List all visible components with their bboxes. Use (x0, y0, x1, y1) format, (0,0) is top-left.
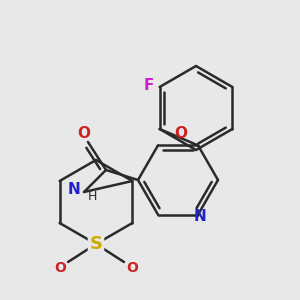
Text: O: O (126, 261, 138, 275)
Text: H: H (88, 190, 98, 202)
Text: O: O (54, 261, 66, 275)
Text: O: O (174, 126, 187, 141)
Text: S: S (89, 235, 103, 253)
Text: O: O (77, 127, 91, 142)
Text: N: N (67, 182, 80, 197)
Text: F: F (143, 77, 154, 92)
Text: N: N (194, 209, 206, 224)
